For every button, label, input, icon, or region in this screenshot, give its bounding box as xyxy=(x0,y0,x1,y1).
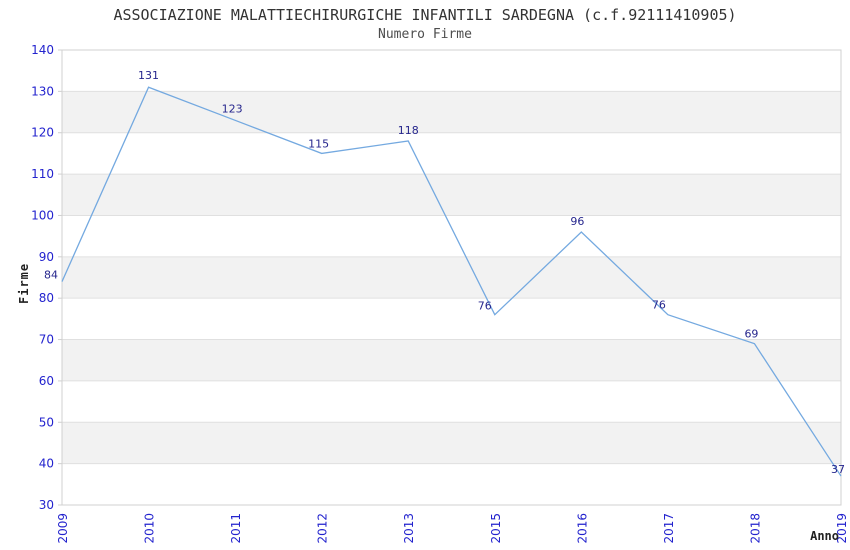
y-tick-label: 110 xyxy=(31,167,54,181)
chart-subtitle: Numero Firme xyxy=(378,27,472,42)
y-tick-label: 50 xyxy=(39,415,54,429)
y-tick-label: 140 xyxy=(31,43,54,57)
y-tick-label: 30 xyxy=(39,498,54,512)
y-tick-label: 60 xyxy=(39,374,54,388)
x-axis-title: Anno xyxy=(810,529,839,543)
x-tick-label: 2012 xyxy=(316,513,330,544)
x-tick-label: 2011 xyxy=(229,513,243,544)
y-tick-label: 130 xyxy=(31,84,54,98)
point-label: 131 xyxy=(138,69,159,82)
x-tick-label: 2017 xyxy=(662,513,676,544)
point-label: 118 xyxy=(398,124,419,137)
x-tick-label: 2010 xyxy=(143,513,157,544)
plot-border xyxy=(61,49,842,506)
y-tick-label: 100 xyxy=(31,208,54,222)
point-label: 123 xyxy=(222,102,243,115)
x-tick-label: 2018 xyxy=(748,513,762,544)
plot-band xyxy=(62,174,841,216)
y-tick-label: 80 xyxy=(39,291,54,305)
plot-band xyxy=(62,339,841,381)
point-label: 115 xyxy=(308,137,329,150)
plot-band xyxy=(62,91,841,133)
x-tick-label: 2016 xyxy=(575,513,589,544)
point-label: 76 xyxy=(478,300,492,313)
series-line xyxy=(61,86,842,477)
point-label: 84 xyxy=(44,269,58,282)
y-tick-label: 40 xyxy=(39,457,54,471)
y-axis-title: Firme xyxy=(17,262,31,304)
x-tick-label: 2009 xyxy=(56,513,70,544)
point-label: 96 xyxy=(570,215,584,228)
x-tick-label: 2013 xyxy=(402,513,416,544)
x-tick-label: 2019 xyxy=(835,513,849,544)
chart-title: ASSOCIAZIONE MALATTIECHIRURGICHE INFANTI… xyxy=(113,6,737,24)
y-tick-label: 70 xyxy=(39,333,54,347)
plot-band xyxy=(62,422,841,464)
y-tick-label: 90 xyxy=(39,250,54,264)
x-tick-label: 2015 xyxy=(489,513,503,544)
point-label: 37 xyxy=(831,463,845,476)
y-tick-label: 120 xyxy=(31,126,54,140)
plot-band xyxy=(62,256,841,299)
point-label: 69 xyxy=(744,328,758,341)
point-label: 76 xyxy=(652,299,666,312)
